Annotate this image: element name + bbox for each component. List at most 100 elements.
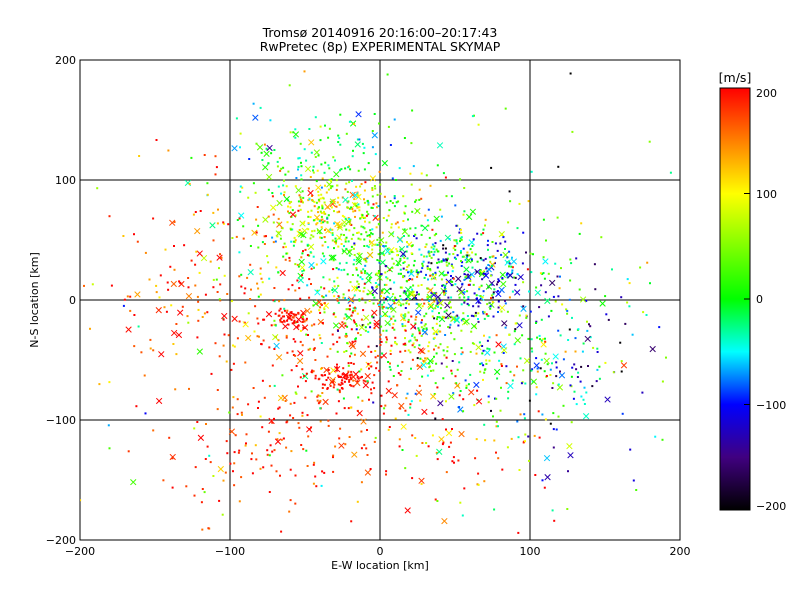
data-point <box>621 412 624 415</box>
data-point <box>495 397 498 400</box>
data-point-x-marker <box>329 376 337 384</box>
data-point <box>569 384 572 387</box>
data-point <box>271 195 274 198</box>
data-point <box>281 315 284 318</box>
data-point <box>420 326 423 329</box>
data-point <box>463 296 466 299</box>
data-point <box>505 382 508 385</box>
data-point <box>232 344 234 347</box>
data-point <box>551 387 554 389</box>
data-point <box>300 161 302 164</box>
data-point <box>283 315 285 318</box>
data-point <box>291 322 294 325</box>
data-point-x-marker <box>349 343 356 350</box>
data-point <box>452 456 455 459</box>
data-point <box>448 445 451 448</box>
data-point <box>289 402 292 405</box>
data-point <box>377 302 379 305</box>
data-point-x-marker <box>228 428 236 435</box>
data-point <box>307 228 310 231</box>
data-point <box>528 459 530 462</box>
data-point <box>250 458 253 461</box>
data-point <box>566 508 569 510</box>
data-point <box>426 267 429 269</box>
data-point <box>436 318 438 321</box>
data-point <box>356 138 359 141</box>
data-point-x-marker <box>458 430 465 438</box>
data-point <box>375 272 378 275</box>
data-point-x-marker <box>378 237 385 244</box>
data-point <box>332 199 335 202</box>
data-point-x-marker <box>251 229 258 236</box>
data-point <box>428 252 431 255</box>
data-point <box>198 271 201 274</box>
data-point <box>414 233 417 236</box>
data-point <box>299 329 302 332</box>
data-point <box>443 291 445 294</box>
data-point <box>301 190 304 193</box>
data-point-x-marker <box>427 357 434 365</box>
data-point <box>363 189 366 192</box>
data-point <box>445 471 448 474</box>
data-point <box>514 276 517 279</box>
data-point <box>473 114 475 117</box>
y-tick-label: 0 <box>69 294 76 307</box>
data-point <box>478 286 481 289</box>
data-point <box>482 259 485 262</box>
data-point <box>268 385 271 388</box>
data-point <box>257 246 260 249</box>
data-point <box>431 274 434 277</box>
data-point <box>345 378 348 380</box>
data-point-x-marker <box>514 289 521 296</box>
data-point <box>592 346 595 349</box>
data-point <box>380 243 383 246</box>
data-point <box>338 389 341 392</box>
data-point <box>537 410 540 413</box>
data-point <box>324 229 326 231</box>
data-point <box>272 221 275 224</box>
data-point <box>337 141 340 143</box>
data-point <box>359 376 362 379</box>
data-point-x-marker <box>322 398 329 406</box>
data-point <box>294 474 297 477</box>
data-point <box>378 170 381 173</box>
data-point <box>359 334 362 336</box>
data-point <box>352 379 355 382</box>
data-point <box>259 267 262 270</box>
data-point <box>425 255 428 258</box>
data-point-x-marker <box>454 382 461 389</box>
data-point <box>514 322 517 325</box>
data-point <box>400 370 403 372</box>
data-point <box>331 239 334 242</box>
data-point <box>373 440 376 443</box>
data-point-x-marker <box>169 453 176 461</box>
data-point-x-marker <box>175 331 183 339</box>
data-point <box>167 288 170 291</box>
data-point <box>361 216 364 219</box>
data-point <box>287 288 290 291</box>
data-point <box>263 243 266 245</box>
data-point <box>140 351 143 354</box>
data-point <box>133 314 136 316</box>
data-point <box>449 301 452 303</box>
data-point <box>452 266 455 269</box>
data-point <box>353 198 356 201</box>
data-point <box>500 310 503 313</box>
data-point <box>528 399 531 402</box>
colorbar-label: [m/s] <box>719 70 752 85</box>
data-point <box>453 239 456 242</box>
data-point <box>343 377 346 380</box>
data-point <box>331 333 334 336</box>
data-point <box>219 253 221 256</box>
data-point <box>566 309 569 312</box>
data-point <box>300 256 303 259</box>
data-point <box>381 231 384 234</box>
data-point <box>278 300 281 303</box>
data-point <box>489 274 492 277</box>
data-point <box>206 193 209 196</box>
data-point <box>393 299 395 302</box>
data-point <box>543 277 546 280</box>
data-point <box>287 313 290 316</box>
data-point <box>367 213 370 216</box>
data-point <box>294 239 297 242</box>
